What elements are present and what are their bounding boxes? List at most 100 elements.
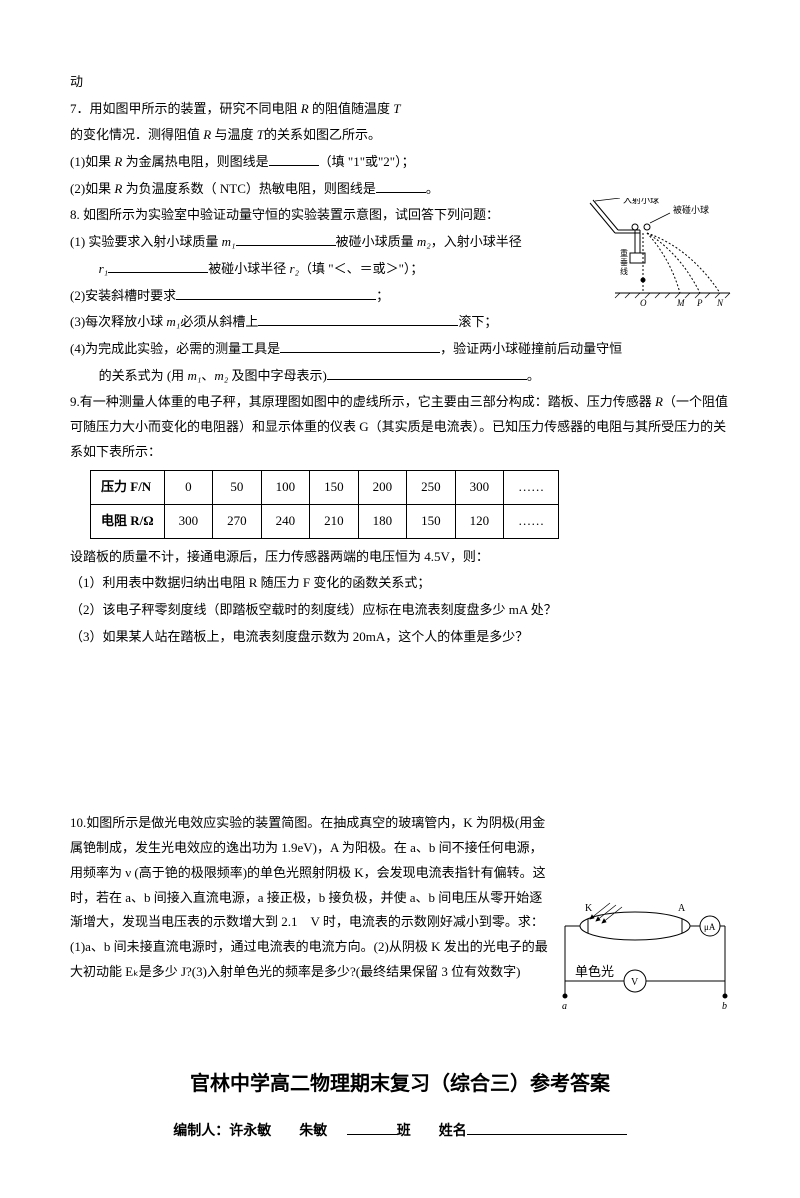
q7-line1-b: 的阻值随温度 — [312, 101, 390, 116]
q9-r1-c3: 150 — [310, 471, 359, 505]
answer-sub-a: 编制人：许永敏 朱敏 — [173, 1122, 327, 1138]
q9-sub3: （3）如果某人站在踏板上，电流表刻度盘示数为 20mA，这个人的体重是多少？ — [70, 625, 730, 650]
fig-q8-N: N — [716, 298, 724, 308]
q8-s1-a: (1) 实验要求入射小球质量 — [70, 234, 222, 249]
q9-table: 压力 F/N 0 50 100 150 200 250 300 …… 电阻 R/… — [90, 470, 730, 538]
q8-s4-d: 、 — [201, 368, 214, 383]
q10-body: 10.如图所示是做光电效应实验的装置简图。在抽成真空的玻璃管内，K 为阴极(用金… — [70, 815, 548, 978]
q7-R: R — [298, 101, 312, 116]
q8-s3-a: (3)每次释放小球 — [70, 314, 166, 329]
q9-row1-label: 压力 F/N — [91, 471, 165, 505]
blank-q7-1 — [269, 165, 319, 166]
fig-q10-V: V — [631, 977, 639, 988]
q8-s1-e: 被碰小球半径 — [208, 261, 289, 276]
answer-title: 官林中学高二物理期末复习（综合三）参考答案 — [70, 1065, 730, 1103]
q8-s4-m2: m₂ — [214, 368, 228, 383]
table-row: 电阻 R/Ω 300 270 240 210 180 150 120 …… — [91, 505, 559, 539]
fig-q8-O: O — [640, 298, 647, 308]
q10-light-label: 单色光 — [575, 960, 614, 985]
q8-s4-c: 的关系式为 (用 — [99, 368, 188, 383]
q7-line1-a: 7．用如图甲所示的装置，研究不同电阻 — [70, 101, 298, 116]
q7-sub2-R: R — [111, 181, 125, 196]
q9-row2-label: 电阻 R/Ω — [91, 505, 165, 539]
fig-q10-A: A — [678, 903, 686, 914]
fig-q8-label-hit: 被碰小球 — [673, 204, 709, 215]
q9-sub1: （1）利用表中数据归纳出电阻 R 随压力 F 变化的函数关系式； — [70, 571, 730, 596]
q8-s4-end: 。 — [527, 368, 540, 383]
q9-r2-c6: 120 — [455, 505, 504, 539]
q8-m2: m₂ — [417, 234, 431, 249]
fig-q10-uA: μA — [704, 922, 716, 932]
q9-r1-c1: 50 — [213, 471, 262, 505]
q9-r2-c3: 210 — [310, 505, 359, 539]
q8-m1: m₁ — [222, 234, 236, 249]
q7-line2-a: 的变化情况．测得阻值 — [70, 127, 200, 142]
blank-class — [347, 1134, 397, 1135]
q8-s4-line2: 的关系式为 (用 m₁、m₂ 及图中字母表示) 。 — [70, 364, 730, 389]
q9-intro: 9.有一种测量人体重的电子秤，其原理图如图中的虚线所示，它主要由三部分构成：踏板… — [70, 390, 730, 464]
q7-sub2-b: 为负温度系数（ NTC）热敏电阻，则图线是 — [126, 181, 376, 196]
q9-r2-c1: 270 — [213, 505, 262, 539]
q9-r1-c2: 100 — [261, 471, 310, 505]
q8-s1-c: ，入射小球半径 — [431, 234, 522, 249]
q9-r2-c2: 240 — [261, 505, 310, 539]
fig-q10-K: K — [585, 903, 593, 914]
blank-q7-2 — [376, 192, 426, 193]
fig-q10-b: b — [722, 1001, 727, 1012]
q7-line2: 的变化情况．测得阻值 R 与温度 T的关系如图乙所示。 — [70, 123, 730, 148]
q7-line1: 7．用如图甲所示的装置，研究不同电阻 R 的阻值随温度 T — [70, 97, 730, 122]
q9-r1-c4: 200 — [358, 471, 407, 505]
fig-q8-label-plumb: 重垂线 — [620, 248, 628, 276]
q8-s3-c: 滚下； — [458, 314, 497, 329]
fig-q8-P: P — [696, 298, 703, 308]
q9-r1-c7: …… — [504, 471, 559, 505]
blank-name — [467, 1134, 627, 1135]
q8-s1-b: 被碰小球质量 — [336, 234, 417, 249]
q7-sub2-a: (2)如果 — [70, 181, 111, 196]
q8-r2: r₂ — [289, 261, 299, 276]
q7-sub1-a: (1)如果 — [70, 154, 111, 169]
q9-r1-c6: 300 — [455, 471, 504, 505]
answer-sub-b: 班 姓名 — [397, 1122, 467, 1138]
q8-s3-m1: m₁ — [166, 314, 180, 329]
q8-s3-b: 必须从斜槽上 — [180, 314, 258, 329]
blank-q8-6 — [327, 379, 527, 380]
q7-sub1-R: R — [111, 154, 125, 169]
blank-q8-1 — [236, 245, 336, 246]
fig-q8-M: M — [676, 298, 685, 308]
q7-R2: R — [200, 127, 214, 142]
q8-s4-b: ，验证两小球碰撞前后动量守恒 — [440, 341, 622, 356]
intro-fragment: 动 — [70, 70, 730, 95]
q9-intro-a: 9.有一种测量人体重的电子秤，其原理图如图中的虚线所示，它主要由三部分构成：踏板… — [70, 394, 652, 409]
q7-sub2-c: 。 — [426, 181, 439, 196]
table-row: 压力 F/N 0 50 100 150 200 250 300 …… — [91, 471, 559, 505]
q9-post: 设踏板的质量不计，接通电源后，压力传感器两端的电压恒为 4.5V，则： — [70, 545, 730, 570]
blank-q8-5 — [280, 352, 440, 353]
q8-r1: r₁ — [99, 261, 109, 276]
q8-s4-a: (4)为完成此实验，必需的测量工具是 — [70, 341, 280, 356]
figure-q8: 入射小球 被碰小球 重垂线 O M P N — [585, 198, 735, 317]
q8-s2-txt: (2)安装斜槽时要求 — [70, 288, 176, 303]
q9-r2-c5: 150 — [407, 505, 456, 539]
blank-q8-4 — [258, 325, 458, 326]
q8-s4-m1: m₁ — [187, 368, 201, 383]
q8-s4-e: 及图中字母表示) — [228, 368, 327, 383]
blank-q8-3 — [176, 299, 376, 300]
q8-s2-end: ； — [376, 288, 389, 303]
q7-sub1-c: （填 "1"或"2"）； — [319, 154, 415, 169]
blank-q8-2 — [108, 272, 208, 273]
fig-q8-label-in: 入射小球 — [623, 198, 659, 205]
q7-T2: T — [253, 127, 263, 142]
fig-q10-a: a — [562, 1001, 567, 1012]
q8-s1-f: （填 "＜、＝或＞"）； — [299, 261, 423, 276]
q7-T: T — [390, 101, 400, 116]
q9-r2-c7: …… — [504, 505, 559, 539]
q9-sub2: （2）该电子秤零刻度线（即踏板空载时的刻度线）应标在电流表刻度盘多少 mA 处？ — [70, 598, 730, 623]
q8-s4-line1: (4)为完成此实验，必需的测量工具是 ，验证两小球碰撞前后动量守恒 — [70, 337, 730, 362]
q9-r2-c4: 180 — [358, 505, 407, 539]
q9-r1-c0: 0 — [164, 471, 213, 505]
q7-line2-c: 的关系如图乙所示。 — [264, 127, 381, 142]
q9-r2-c0: 300 — [164, 505, 213, 539]
q7-sub1: (1)如果 R 为金属热电阻，则图线是 （填 "1"或"2"）； — [70, 150, 730, 175]
q7-sub1-b: 为金属热电阻，则图线是 — [126, 154, 269, 169]
